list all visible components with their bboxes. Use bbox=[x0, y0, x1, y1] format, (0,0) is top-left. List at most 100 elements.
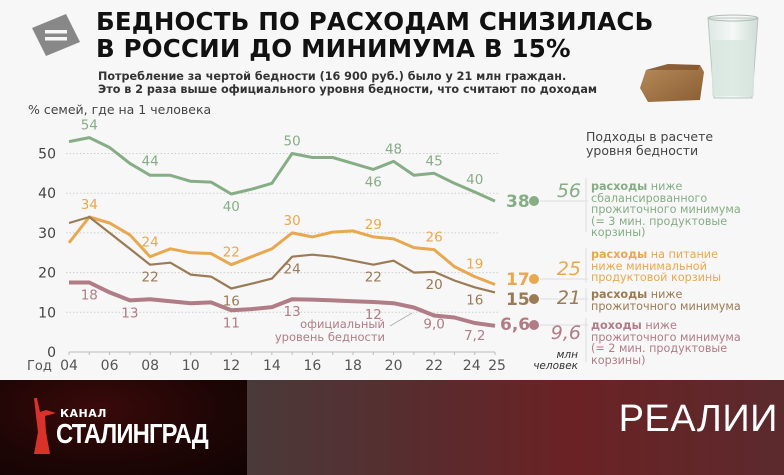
x-tick-label: 06 bbox=[101, 358, 119, 374]
legend-title-line-2: уровня бедности bbox=[586, 143, 699, 158]
data-label: 22 bbox=[142, 270, 159, 286]
legend-item-text: прожиточного минимума bbox=[591, 203, 741, 216]
channel-banner: КАНАЛ СТАЛИНГРАД РЕАЛИИ bbox=[0, 380, 784, 475]
series-line bbox=[68, 215, 496, 294]
legend-item-text: (= 3 мин. продуктовые bbox=[591, 214, 728, 228]
legend-item-subsistence-minimum: расходы ниже прожиточного минимума bbox=[591, 289, 741, 312]
x-tick-label: 16 bbox=[304, 358, 322, 374]
data-label: 50 bbox=[284, 134, 301, 150]
legend-item-bold: доходы bbox=[591, 319, 642, 332]
title-line-1: БЕДНОСТЬ ПО РАСХОДАМ СНИЗИЛАСЬ bbox=[96, 7, 654, 36]
legend-item-text: корзины) bbox=[591, 226, 646, 239]
bread-and-water-icon bbox=[640, 14, 759, 102]
banner-right-panel: РЕАЛИИ bbox=[247, 380, 784, 475]
unit-note: млн человек bbox=[528, 350, 578, 372]
end-value-food: 17 bbox=[506, 270, 530, 290]
data-label: 19 bbox=[466, 257, 483, 273]
legend-dot bbox=[529, 294, 539, 304]
legend-item-text: ниже bbox=[647, 288, 683, 301]
data-label: 22 bbox=[365, 270, 382, 286]
channel-label-big: СТАЛИНГРАД bbox=[56, 418, 209, 449]
legend-item-text: продуктовой корзины bbox=[591, 271, 722, 284]
y-tick-label: 40 bbox=[38, 186, 56, 202]
legend-item-text: ниже bbox=[641, 319, 677, 332]
end-value-balanced: 38 bbox=[506, 192, 530, 212]
page-title: БЕДНОСТЬ ПО РАСХОДАМ СНИЗИЛАСЬ В РОССИИ … bbox=[96, 8, 654, 62]
x-tick-label: 12 bbox=[222, 358, 240, 374]
legend-millions-income: 9,6 bbox=[550, 322, 581, 344]
infographic: БЕДНОСТЬ ПО РАСХОДАМ СНИЗИЛАСЬ В РОССИИ … bbox=[27, 8, 759, 374]
legend-millions-balanced: 56 bbox=[556, 180, 581, 202]
subtitle: Потребление за чертой бедности (16 900 р… bbox=[98, 70, 597, 96]
x-tick-label: 22 bbox=[425, 358, 443, 374]
annotation-pointer bbox=[389, 312, 413, 327]
data-label: 40 bbox=[223, 199, 240, 215]
data-label: 34 bbox=[81, 197, 98, 213]
y-tick-label: 30 bbox=[38, 226, 56, 242]
legend-item-bold: расходы bbox=[591, 288, 648, 301]
y-tick-label: 0 bbox=[47, 345, 56, 361]
y-tick-label: 50 bbox=[38, 147, 56, 163]
data-label: 24 bbox=[284, 262, 301, 278]
legend-item-text: прожиточного минимума bbox=[591, 330, 741, 344]
legend-millions-subsistence: 21 bbox=[556, 287, 581, 309]
legend-item-text: сбалансированного bbox=[591, 191, 708, 205]
data-label: 45 bbox=[426, 153, 443, 169]
unit-line-1: млн bbox=[556, 349, 579, 361]
legend-millions-food: 25 bbox=[556, 258, 581, 280]
series-line bbox=[67, 215, 496, 286]
legend-item-text: ниже минимальной bbox=[591, 259, 707, 273]
data-label: 48 bbox=[385, 141, 402, 157]
data-label: 12 bbox=[365, 307, 382, 323]
x-tick-label: 10 bbox=[182, 358, 200, 374]
legend-item-income-official: доходы ниже прожиточного минимума (= 2 м… bbox=[591, 320, 741, 366]
annotation-official-line1: официальный bbox=[300, 317, 385, 331]
data-label: 13 bbox=[284, 304, 301, 320]
data-label: 20 bbox=[426, 277, 443, 293]
data-label: 30 bbox=[284, 213, 301, 229]
data-label: 54 bbox=[81, 118, 98, 134]
banner-left-panel: КАНАЛ СТАЛИНГРАД bbox=[0, 380, 247, 475]
x-tick-label: 08 bbox=[141, 358, 159, 374]
legend-item-bold: расходы bbox=[591, 180, 648, 193]
legend-item-balanced-minimum: расходы ниже сбалансированного прожиточн… bbox=[591, 181, 741, 239]
legend-item-text: (= 2 мин. продуктовые bbox=[591, 342, 728, 355]
x-tick-label: 20 bbox=[385, 358, 403, 374]
data-label: 13 bbox=[121, 305, 138, 321]
legend-item-text: на питание bbox=[647, 248, 718, 261]
legend-item-text: ниже bbox=[647, 180, 683, 193]
section-title: РЕАЛИИ bbox=[618, 398, 778, 440]
legend-title: Подходы в расчете уровня бедности bbox=[586, 130, 713, 158]
data-label: 22 bbox=[223, 245, 240, 261]
data-label: 16 bbox=[466, 292, 483, 308]
x-tick-label: 14 bbox=[263, 358, 281, 374]
data-label: 9,0 bbox=[423, 316, 444, 332]
data-label: 26 bbox=[426, 230, 443, 246]
legend-item-text: корзины) bbox=[591, 353, 646, 367]
y-axis-caption: % семей, где на 1 человека bbox=[28, 102, 212, 117]
data-label: 44 bbox=[142, 153, 159, 169]
annotation-official-line2: уровень бедности bbox=[275, 330, 385, 344]
data-label: 46 bbox=[365, 174, 382, 190]
poverty-line-chart: 0 10 20 30 40 50 Год 04 06 08 10 12 14 16 18 20 22 24 25 оф… bbox=[27, 118, 588, 374]
legend-item-text: прожиточного минимума bbox=[591, 299, 741, 313]
subtitle-line-2: Это в 2 раза выше официального уровня бе… bbox=[98, 83, 598, 96]
series-line bbox=[69, 280, 496, 328]
legend-item-food-basket: расходы на питание ниже минимальной прод… bbox=[591, 249, 721, 284]
end-value-income: 6,6 bbox=[500, 315, 531, 335]
x-tick-label: 18 bbox=[344, 358, 362, 374]
data-label: 16 bbox=[223, 293, 240, 309]
title-line-2: В РОССИИ ДО МИНИМУМА В 15% bbox=[96, 34, 571, 63]
data-label: 24 bbox=[142, 235, 159, 251]
legend-title-line-1: Подходы в расчете bbox=[586, 129, 714, 144]
legend-dot bbox=[529, 196, 539, 206]
y-tick-label: 10 bbox=[38, 305, 56, 321]
data-label: 11 bbox=[223, 315, 240, 331]
data-label: 40 bbox=[466, 172, 483, 188]
channel-label-small: КАНАЛ bbox=[60, 407, 107, 420]
x-tick-label: 24 bbox=[463, 358, 481, 374]
data-label: 18 bbox=[81, 288, 98, 304]
data-label: 29 bbox=[365, 217, 382, 233]
legend-dot bbox=[529, 274, 539, 284]
data-label: 7,2 bbox=[464, 328, 485, 344]
